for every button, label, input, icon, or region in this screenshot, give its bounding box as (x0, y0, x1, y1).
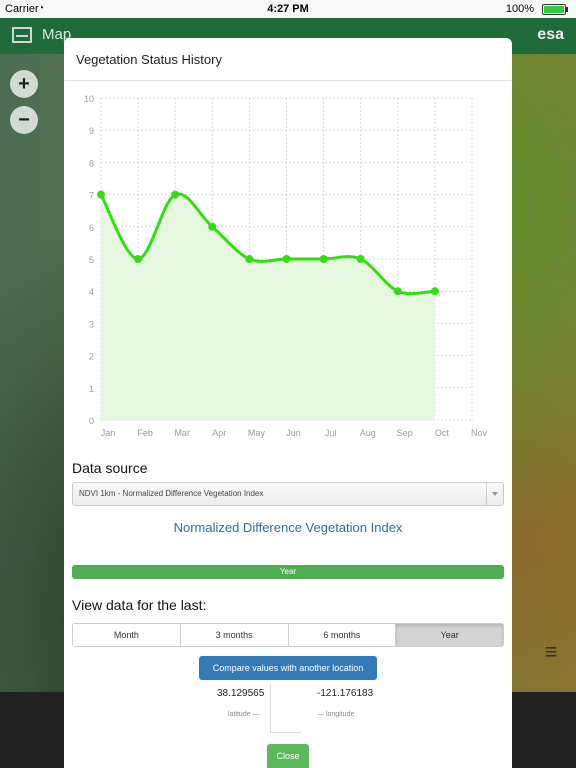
coordinate-connector (270, 684, 301, 733)
clock: 4:27 PM (267, 3, 309, 15)
x-tick-label: Jan (101, 428, 116, 438)
y-tick-label: 6 (89, 223, 94, 233)
data-point (319, 255, 328, 263)
data-point (245, 255, 254, 263)
x-tick-label: Jun (286, 428, 301, 438)
y-tick-label: 3 (89, 319, 94, 329)
compare-location-button[interactable]: Compare values with another location (199, 656, 377, 680)
view-period-heading: View data for the last: (72, 597, 207, 613)
data-point (97, 190, 105, 199)
x-tick-label: May (248, 428, 266, 438)
x-tick-label: Oct (435, 428, 450, 438)
y-tick-label: 2 (89, 352, 94, 362)
y-tick-label: 5 (89, 255, 94, 265)
layers-stack-icon[interactable]: ≡ (544, 639, 558, 664)
data-source-selected-value: NDVI 1km - Normalized Difference Vegetat… (79, 489, 264, 498)
y-tick-label: 9 (89, 126, 94, 136)
period-6-months-button[interactable]: 6 months (288, 624, 397, 646)
zoom-in-button[interactable]: + (10, 70, 38, 98)
ndvi-line-chart: 0 1 2 3 4 5 6 7 8 9 10 Jan Feb Mar Apr May Jun Jul Aug Sep O… (84, 94, 488, 438)
data-source-select[interactable]: NDVI 1km - Normalized Difference Vegetat… (72, 482, 504, 506)
x-tick-label: Feb (137, 428, 153, 438)
longitude-label: — longitude (317, 711, 355, 718)
index-name-link[interactable]: Normalized Difference Vegetation Index (173, 520, 403, 535)
x-tick-label: Jul (325, 428, 337, 438)
status-bar: Carrier ◔ 4:27 PM 100% (0, 0, 576, 18)
battery-percentage: 100% (505, 3, 534, 15)
latitude-label: latitude — (228, 711, 260, 718)
x-tick-label: Apr (212, 428, 226, 438)
close-button[interactable]: Close (267, 744, 309, 768)
period-month-button[interactable]: Month (73, 624, 181, 646)
y-tick-label: 4 (89, 287, 94, 297)
vegetation-history-dialog: Vegetation Status History 0 1 2 3 4 5 6 7 8 9 10 Ja… (64, 38, 512, 768)
wifi-icon: ◔ (38, 3, 45, 14)
y-tick-label: 8 (89, 158, 94, 168)
data-point (356, 255, 365, 263)
y-tick-label: 0 (89, 416, 94, 426)
x-tick-label: Nov (471, 428, 488, 438)
title-divider (64, 80, 512, 81)
layers-toggle-icon[interactable] (12, 27, 32, 43)
period-3-months-button[interactable]: 3 months (180, 624, 289, 646)
data-point (208, 222, 217, 231)
x-tick-label: Aug (360, 428, 376, 438)
data-point (134, 255, 143, 263)
period-year-button[interactable]: Year (396, 624, 503, 646)
esa-logo: esa (537, 26, 564, 43)
y-tick-label: 10 (84, 94, 94, 104)
data-source-heading: Data source (72, 460, 148, 476)
dialog-title: Vegetation Status History (76, 52, 222, 67)
series-area (101, 193, 435, 420)
series-line (99, 192, 435, 296)
zoom-out-button[interactable]: − (10, 106, 38, 134)
y-tick-label: 1 (89, 384, 94, 394)
data-point (282, 255, 291, 263)
period-selector: Month 3 months 6 months Year (72, 623, 504, 647)
y-tick-label: 7 (89, 191, 94, 201)
longitude-value: -121.176183 (317, 688, 374, 699)
battery-icon (542, 4, 568, 15)
carrier-label: Carrier (5, 3, 39, 15)
x-tick-label: Sep (397, 428, 413, 438)
data-point (393, 287, 402, 296)
latitude-value: 38.129565 (217, 688, 265, 699)
map-title: Map (42, 26, 72, 43)
x-tick-label: Mar (174, 428, 190, 438)
data-point (430, 287, 439, 296)
period-indicator-bar: Year (72, 565, 504, 579)
chevron-down-icon (486, 483, 503, 505)
data-point (171, 190, 180, 199)
